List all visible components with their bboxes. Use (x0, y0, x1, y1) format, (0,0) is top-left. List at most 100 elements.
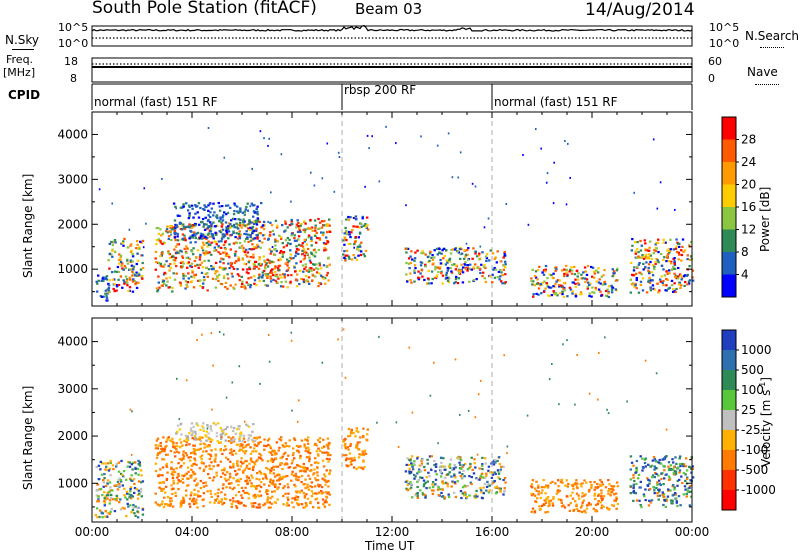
scatter-cell (667, 475, 671, 478)
scatter-cell (196, 506, 199, 509)
scatter-cell (174, 245, 178, 248)
scatter-speckle (588, 392, 591, 395)
scatter-cell (434, 483, 437, 486)
scatter-cell (136, 252, 139, 255)
scatter-cell (194, 500, 197, 503)
scatter-cell (180, 499, 183, 503)
scatter-speckle (607, 412, 610, 415)
scatter-cell (227, 440, 230, 443)
scatter-cell (296, 464, 299, 467)
scatter-cell (463, 475, 466, 478)
scatter-cell (200, 245, 204, 248)
scatter-cell (198, 237, 202, 240)
scatter-cell (473, 495, 476, 498)
scatter-cell (106, 497, 109, 500)
scatter-cell (662, 284, 665, 287)
scatter-cell (667, 251, 671, 254)
scatter-cell (165, 444, 168, 447)
scatter-cell (290, 218, 293, 222)
scatter-cell (294, 498, 297, 501)
scatter-cell (263, 265, 267, 268)
scatter-cell (292, 474, 296, 477)
scatter-cell (348, 434, 352, 437)
scatter-cell (200, 454, 204, 457)
scatter-cell (95, 466, 98, 469)
scatter-cell (318, 262, 321, 265)
scatter-cell (257, 456, 261, 459)
scatter-cell (558, 279, 561, 282)
scatter-cell (665, 284, 668, 287)
scatter-cell (207, 268, 211, 271)
scatter-cell (342, 440, 345, 443)
scatter-cell (481, 456, 484, 459)
scatter-cell (214, 225, 217, 228)
scatter-cell (233, 261, 237, 264)
scatter-cell (417, 270, 420, 273)
scatter-cell (202, 462, 205, 465)
scatter-cell (438, 466, 442, 469)
scatter-cell (238, 230, 241, 233)
scatter-cell (664, 241, 667, 244)
scatter-cell (669, 499, 673, 502)
scatter-cell (244, 504, 247, 508)
scatter-cell (233, 210, 236, 213)
scatter-cell (201, 425, 204, 428)
scatter-cell (258, 275, 261, 278)
scatter-cell (543, 280, 546, 283)
scatter-cell (247, 233, 250, 236)
scatter-cell (561, 293, 564, 296)
scatter-cell (299, 230, 302, 233)
scatter-cell (674, 247, 678, 250)
scatter-cell (304, 449, 307, 453)
scatter-cell (536, 497, 539, 500)
scatter-cell (259, 454, 263, 457)
scatter-cell (132, 272, 135, 275)
scatter-cell (580, 277, 583, 280)
scatter-cell (475, 489, 478, 492)
scatter-speckle (270, 191, 272, 194)
scatter-cell (647, 253, 651, 256)
scatter-cell (641, 469, 644, 472)
scatter-cell (300, 503, 304, 506)
scatter-cell (265, 466, 268, 469)
scatter-cell (131, 468, 134, 471)
scatter-cell (187, 477, 190, 480)
scatter-cell (136, 259, 140, 262)
scatter-cell (231, 275, 234, 278)
scatter-cell (653, 465, 656, 468)
scatter-cell (479, 487, 482, 490)
scatter-cell (641, 254, 644, 257)
colorbar-cell (722, 252, 736, 275)
scatter-cell (441, 282, 444, 285)
scatter-cell (545, 484, 548, 487)
scatter-cell (256, 458, 259, 461)
scatter-speckle (211, 408, 213, 411)
scatter-cell (304, 266, 307, 269)
scatter-cell (285, 244, 288, 247)
scatter-cell (531, 479, 534, 482)
scatter-cell (554, 292, 558, 295)
scatter-speckle (598, 351, 600, 354)
scatter-cell (244, 449, 248, 453)
scatter-cell (192, 225, 195, 228)
scatter-cell (446, 261, 449, 264)
scatter-cell (271, 460, 275, 464)
scatter-cell (278, 273, 282, 277)
scatter-cell (169, 225, 172, 228)
scatter-cell (314, 275, 317, 278)
scatter-cell (347, 457, 351, 460)
scatter-cell (176, 430, 179, 433)
scatter-cell (488, 489, 491, 492)
scatter-cell (226, 426, 229, 429)
scatter-cell (179, 505, 182, 508)
scatter-cell (206, 289, 209, 292)
scatter-cell (295, 449, 299, 452)
scatter-cell (285, 444, 289, 448)
scatter-cell (118, 501, 121, 504)
scatter-cell (294, 254, 297, 258)
scatter-cell (177, 474, 180, 477)
scatter-cell (106, 515, 109, 518)
scatter-cell (326, 242, 329, 245)
scatter-cell (214, 249, 218, 252)
